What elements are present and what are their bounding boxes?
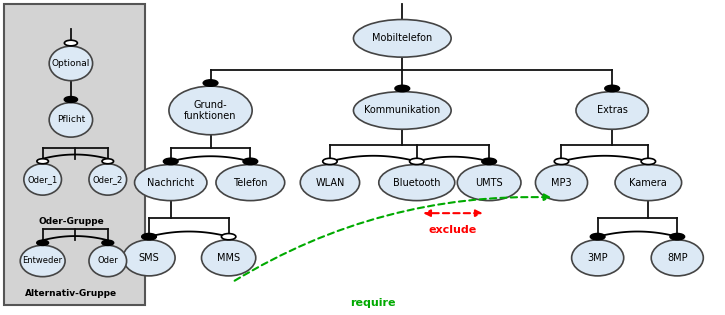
Text: Telefon: Telefon (233, 178, 268, 188)
Circle shape (142, 233, 157, 240)
Circle shape (554, 158, 568, 164)
Text: Kommunikation: Kommunikation (364, 106, 440, 116)
Circle shape (65, 97, 78, 102)
Text: MMS: MMS (217, 253, 240, 263)
Ellipse shape (651, 240, 703, 276)
Circle shape (590, 233, 605, 240)
Ellipse shape (20, 245, 65, 277)
Ellipse shape (354, 20, 451, 57)
Ellipse shape (354, 92, 451, 129)
Text: Pflicht: Pflicht (57, 115, 85, 124)
Ellipse shape (615, 164, 681, 201)
Ellipse shape (536, 164, 587, 201)
Circle shape (102, 159, 114, 164)
Text: Optional: Optional (51, 59, 90, 68)
Text: 3MP: 3MP (587, 253, 608, 263)
Text: Entweder: Entweder (22, 256, 63, 266)
Ellipse shape (202, 240, 256, 276)
Ellipse shape (300, 164, 360, 201)
Text: Kamera: Kamera (629, 178, 667, 188)
Text: Oder_1: Oder_1 (28, 175, 58, 184)
Text: Grund-
funktionen: Grund- funktionen (184, 100, 237, 121)
Ellipse shape (169, 86, 252, 135)
Circle shape (65, 40, 78, 46)
Text: SMS: SMS (138, 253, 160, 263)
Circle shape (37, 159, 49, 164)
Text: MP3: MP3 (551, 178, 572, 188)
Circle shape (670, 233, 684, 240)
Ellipse shape (216, 164, 285, 201)
Circle shape (410, 158, 424, 164)
Text: Alternativ-Gruppe: Alternativ-Gruppe (25, 289, 117, 298)
Ellipse shape (89, 245, 127, 277)
Circle shape (37, 240, 49, 245)
Ellipse shape (135, 164, 207, 201)
Circle shape (102, 240, 114, 245)
Ellipse shape (123, 240, 175, 276)
Circle shape (323, 158, 337, 164)
Text: Oder: Oder (97, 256, 118, 266)
Text: Mobiltelefon: Mobiltelefon (372, 33, 432, 43)
Text: 8MP: 8MP (667, 253, 687, 263)
Ellipse shape (24, 164, 62, 195)
Ellipse shape (89, 164, 127, 195)
Text: Bluetooth: Bluetooth (393, 178, 441, 188)
Circle shape (164, 158, 178, 164)
Circle shape (605, 85, 619, 92)
Text: Extras: Extras (597, 106, 628, 116)
Text: Oder_2: Oder_2 (93, 175, 123, 184)
Circle shape (395, 85, 410, 92)
Ellipse shape (457, 164, 521, 201)
Ellipse shape (576, 92, 648, 129)
Ellipse shape (49, 103, 93, 137)
Circle shape (221, 233, 236, 240)
Ellipse shape (378, 164, 455, 201)
Circle shape (482, 158, 497, 164)
Text: exclude: exclude (428, 226, 477, 235)
Text: require: require (351, 298, 396, 307)
FancyBboxPatch shape (4, 4, 146, 305)
Circle shape (203, 80, 218, 86)
Text: UMTS: UMTS (476, 178, 503, 188)
Circle shape (641, 158, 655, 164)
Text: Oder-Gruppe: Oder-Gruppe (38, 217, 104, 226)
Ellipse shape (571, 240, 624, 276)
Circle shape (243, 158, 257, 164)
Text: Nachricht: Nachricht (147, 178, 194, 188)
Text: WLAN: WLAN (315, 178, 344, 188)
Ellipse shape (49, 46, 93, 81)
